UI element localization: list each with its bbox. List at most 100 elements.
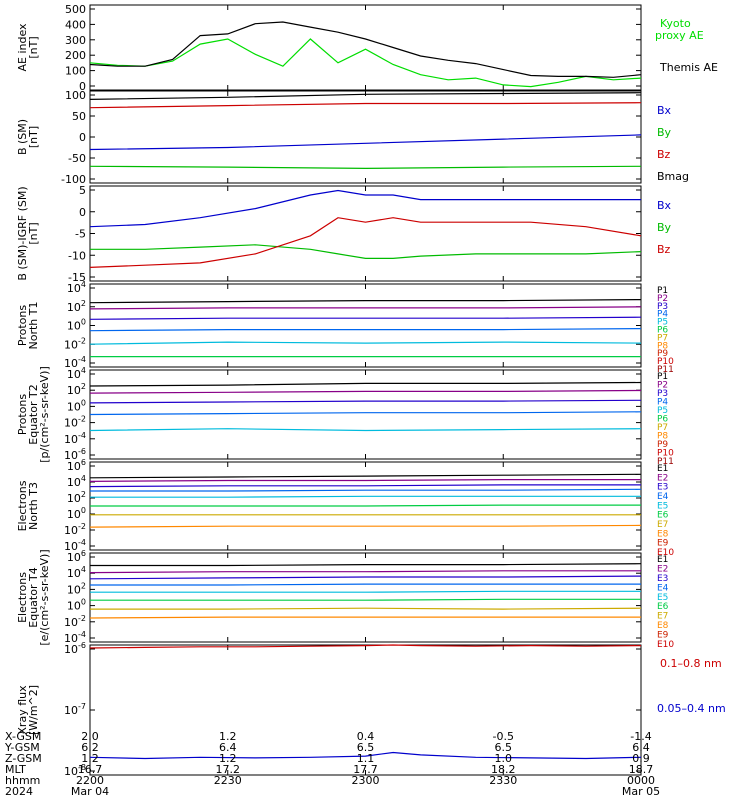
legend-entry: P4 <box>657 398 668 408</box>
legend-entry: E4 <box>657 492 669 502</box>
y-axis-label: [nT] <box>27 36 40 58</box>
legend-entry: P10 <box>657 357 674 367</box>
legend-entry: By <box>657 126 672 139</box>
series-line-e7 <box>90 607 642 610</box>
y-axis-label: AE index <box>16 23 29 72</box>
legend-entry: E6 <box>657 511 669 521</box>
y-tick-label: 500 <box>65 3 86 16</box>
legend-entry: P1 <box>657 286 668 296</box>
legend-entry: P11 <box>657 365 674 375</box>
x-axis-value: 6.5 <box>357 741 375 754</box>
legend-entry: E9 <box>657 539 669 549</box>
legend-entry: Themis AE <box>659 61 718 74</box>
x-axis-value: 17.7 <box>353 763 378 776</box>
legend-entry: P4 <box>657 310 668 320</box>
y-tick-label: -50 <box>68 152 86 165</box>
series-line-p3 <box>89 399 642 404</box>
series-line-e6 <box>90 504 641 507</box>
y-axis-label: Equator T2 <box>27 384 40 444</box>
x-axis-row-label: 2024 <box>5 785 33 798</box>
series-line-e4 <box>90 488 642 492</box>
series-line-e2 <box>89 570 641 574</box>
y-tick-label: 0 <box>79 80 86 93</box>
y-axis-label: Equator T4 <box>27 567 40 627</box>
legend-entry: P9 <box>657 349 668 359</box>
series-line-bx <box>89 134 642 151</box>
legend-entry: P5 <box>657 406 668 416</box>
series-line-0-05-0-4-nm <box>89 751 642 760</box>
series-line-e5 <box>90 495 641 498</box>
y-axis-label: [e/(cm²-s-sr-keV)] <box>38 549 51 645</box>
x-axis-value: 1.2 <box>219 752 237 765</box>
legend-entry: 0.1–0.8 nm <box>660 657 722 670</box>
legend-entry: P6 <box>657 326 668 336</box>
series-line-bz <box>89 217 642 268</box>
x-axis-value: 2.0 <box>81 730 99 743</box>
series-line-themis-ae <box>89 21 642 78</box>
legend-entry: E7 <box>657 520 668 530</box>
legend-entry: E2 <box>657 564 668 574</box>
legend-entry: E8 <box>657 529 669 539</box>
series-line-e5 <box>90 590 641 593</box>
x-axis-value: -1.4 <box>630 730 651 743</box>
legend-entry: E3 <box>657 483 668 493</box>
legend-entry: E5 <box>657 501 668 511</box>
series-line-p4 <box>89 411 642 416</box>
y-tick-label: -10 <box>68 249 86 262</box>
y-tick-label: 0 <box>79 206 86 219</box>
series-line-e2 <box>89 479 641 482</box>
legend-entry: P3 <box>657 302 668 312</box>
series-line-e3 <box>89 484 641 488</box>
series-line-p1 <box>89 299 642 304</box>
x-axis-value: 17.2 <box>216 763 241 776</box>
y-tick-label: -15 <box>68 271 86 284</box>
x-axis-value: 0.9 <box>632 752 650 765</box>
x-axis-value: 1.2 <box>81 752 99 765</box>
y-tick-label: -5 <box>75 228 86 241</box>
y-axis-label: Electrons <box>16 572 29 623</box>
series-line-kyoto-proxy-ae <box>89 38 642 88</box>
x-axis-value: Mar 04 <box>71 785 109 798</box>
x-axis-row-label: X-GSM <box>5 730 41 743</box>
x-axis-value: 6.5 <box>495 741 513 754</box>
series-line-e1 <box>90 563 642 567</box>
y-axis-label: B (SM)-IGRF (SM) <box>16 186 29 280</box>
legend-entry: Kyoto <box>660 17 691 30</box>
y-axis-label: Protons <box>16 394 29 435</box>
series-line-p3 <box>89 316 642 320</box>
legend-entry: P3 <box>657 389 668 399</box>
x-axis-value: 1.0 <box>495 752 513 765</box>
legend-entry: 0.05–0.4 nm <box>657 702 726 715</box>
legend-entry: P10 <box>657 449 674 459</box>
panel-2: 100 50 0 -50 -100 B (SM)[nT] Bx By Bz Bmag <box>16 89 689 186</box>
legend-entry: Bx <box>657 199 672 212</box>
x-axis-value: 2200 <box>76 774 104 787</box>
panel-3: 5 0 -5 -10 -15 B (SM)-IGRF (SM)[nT] Bx By Bz <box>16 184 672 284</box>
series-line-e6 <box>90 598 641 601</box>
legend-entry: P2 <box>657 294 668 304</box>
x-axis-value: 18.2 <box>491 763 516 776</box>
y-axis-label: Protons <box>16 305 29 346</box>
y-axis-label: B (SM) <box>16 119 29 155</box>
series-line-e8 <box>89 524 642 528</box>
legend-entry: P5 <box>657 318 668 328</box>
legend-entry: E5 <box>657 593 668 603</box>
legend-entry: E8 <box>657 621 669 631</box>
y-tick-label: 300 <box>65 34 86 47</box>
y-tick-label: 200 <box>65 49 86 62</box>
legend-entry: E9 <box>657 631 669 641</box>
x-axis-value: 2330 <box>489 774 517 787</box>
legend-entry: Bx <box>657 104 672 117</box>
legend-entry: P9 <box>657 440 668 450</box>
series-line-p5 <box>89 341 642 345</box>
series-line-p5 <box>89 428 642 432</box>
legend-entry: Bz <box>657 243 671 256</box>
x-axis-value: -0.5 <box>493 730 514 743</box>
y-tick-label: 100 <box>65 89 86 102</box>
legend-entry: P1 <box>657 372 668 382</box>
series-line-p4 <box>89 328 642 332</box>
series-line-by <box>90 244 642 259</box>
legend-entry: P7 <box>657 423 668 433</box>
